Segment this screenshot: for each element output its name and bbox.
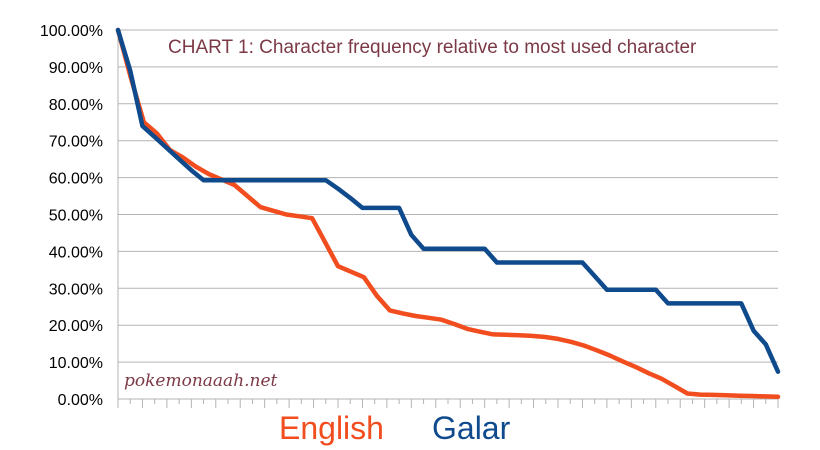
y-axis-tick-labels: 0.00% 10.00% 20.00% 30.00% 40.00% 50.00% 60.00… [40,23,103,409]
legend-entry-english: English [279,410,384,446]
series-line-english [115,27,781,400]
y-tick-label: 100.00% [40,23,103,40]
y-tick-label: 20.00% [49,318,103,335]
y-tick-label: 80.00% [49,97,103,114]
y-tick-label: 40.00% [49,244,103,261]
y-tick-label: 30.00% [49,281,103,298]
y-tick-label: 70.00% [49,134,103,151]
chart-title: CHART 1: Character frequency relative to… [168,37,697,58]
watermark: pokemonaaah.net [124,371,278,391]
gridlines [117,29,778,400]
series-line-galar [115,27,781,374]
x-axis-ticks [117,399,779,408]
legend-entry-galar: Galar [432,410,511,446]
y-tick-label: 60.00% [49,171,103,188]
y-tick-label: 90.00% [49,60,103,77]
y-tick-label: 50.00% [49,208,103,225]
y-tick-label: 10.00% [49,355,103,372]
series-lines [115,27,781,400]
y-tick-label: 0.00% [58,392,103,409]
